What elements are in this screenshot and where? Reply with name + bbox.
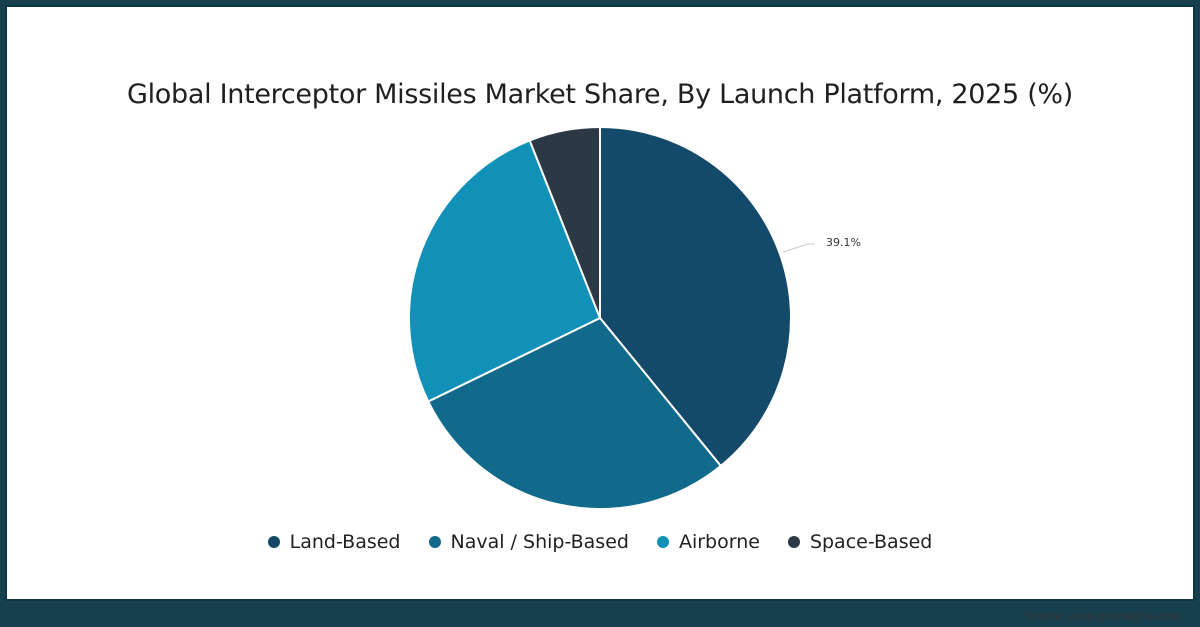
legend-dot-icon xyxy=(428,536,441,548)
pie-slice-land-based[interactable] xyxy=(599,125,792,468)
legend-item-airborne[interactable]: Airborne xyxy=(656,531,760,553)
legend-dot-icon xyxy=(267,536,280,548)
legend-item-space-based[interactable]: Space-Based xyxy=(787,531,933,553)
legend-label: Naval / Ship-Based xyxy=(450,531,629,553)
pie-slice-airborne[interactable] xyxy=(408,139,602,403)
pie-slice-naval-ship-based[interactable] xyxy=(426,316,723,510)
legend-label: Land-Based xyxy=(289,531,401,553)
legend-dot-icon xyxy=(787,536,800,548)
source-note: Source: www.gminsights.com xyxy=(1024,609,1181,623)
land-based-data-label: 39.1% xyxy=(826,236,861,249)
legend-dot-icon xyxy=(656,536,669,548)
legend: Land-Based Naval / Ship-Based Airborne S… xyxy=(5,531,1195,553)
pie-slice-space-based[interactable] xyxy=(528,125,601,319)
legend-item-naval[interactable]: Naval / Ship-Based xyxy=(428,531,629,553)
legend-item-land-based[interactable]: Land-Based xyxy=(267,531,401,553)
label-leader-line xyxy=(782,243,815,253)
chart-frame: Global Interceptor Missiles Market Share… xyxy=(5,5,1195,623)
legend-label: Space-Based xyxy=(809,531,933,553)
pie-chart: 39.1% xyxy=(408,125,861,510)
legend-label: Airborne xyxy=(678,531,760,553)
chart-title: Global Interceptor Missiles Market Share… xyxy=(126,79,1074,110)
